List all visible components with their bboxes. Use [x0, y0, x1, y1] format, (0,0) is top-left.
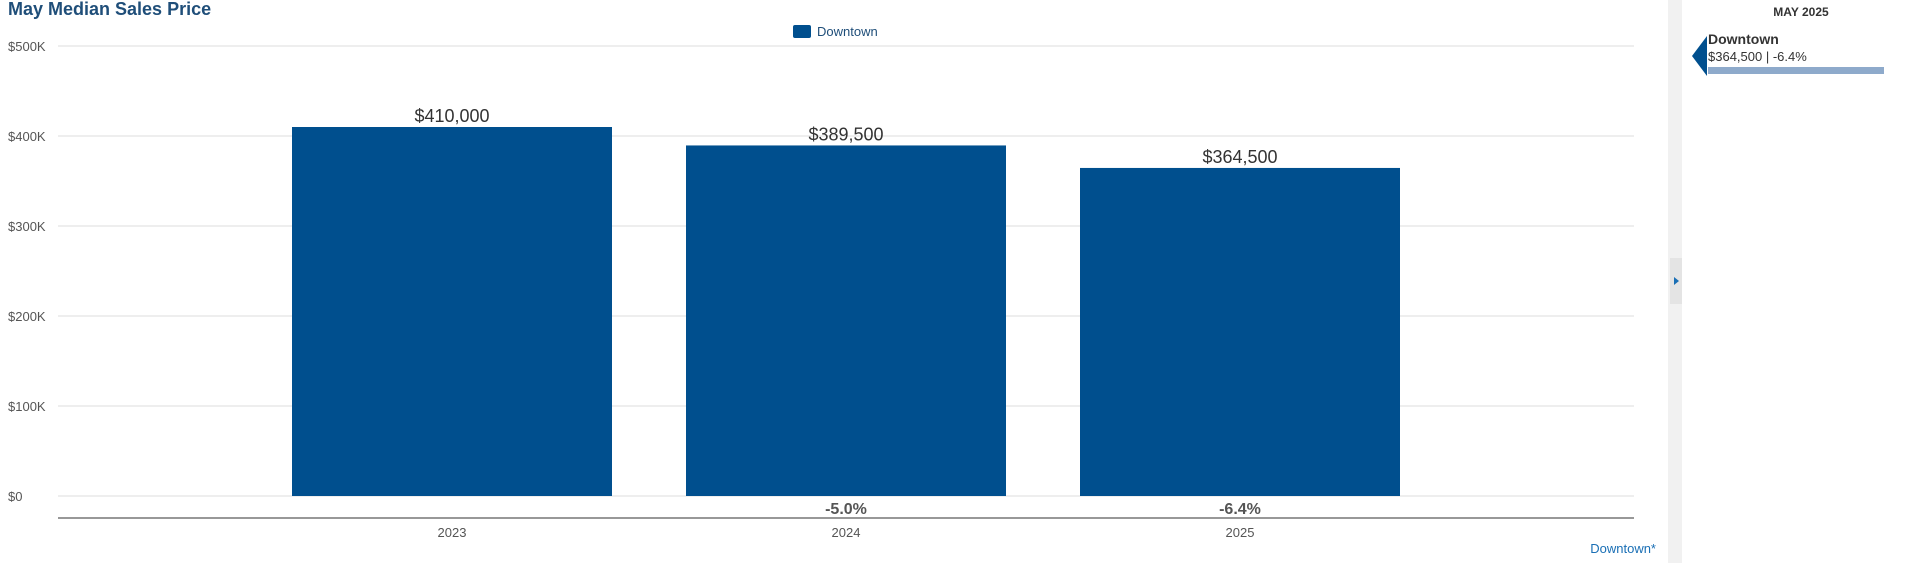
y-tick-label: $500K [8, 39, 46, 54]
y-tick-label: $200K [8, 309, 46, 324]
x-tick-label: 2023 [438, 525, 467, 540]
side-panel-entry[interactable]: Downtown $364,500 | -6.4% [1682, 30, 1920, 78]
side-panel-entry-value: $364,500 | -6.4% [1708, 49, 1807, 64]
side-panel-entry-name: Downtown [1708, 31, 1779, 47]
x-tick-label: 2025 [1226, 525, 1255, 540]
legend-label[interactable]: Downtown [817, 24, 878, 39]
bar[interactable] [1080, 167, 1400, 496]
side-panel-period: MAY 2025 [1773, 5, 1829, 19]
pointer-arrow-icon [1692, 36, 1707, 76]
bar[interactable] [292, 127, 612, 496]
bar-change-label: -6.4% [1219, 501, 1261, 518]
bar-chart: $0 $100K $200K $300K $400K $500K Downtown $410,… [8, 24, 1634, 540]
bar-value-label: $389,500 [808, 124, 883, 144]
y-tick-label: $400K [8, 129, 46, 144]
bar-change-label: -5.0% [825, 501, 867, 518]
bar-value-label: $410,000 [414, 106, 489, 126]
legend-swatch[interactable] [793, 25, 811, 38]
side-panel-entry-bar [1708, 67, 1884, 74]
collapse-panel-handle[interactable] [1670, 258, 1682, 304]
y-tick-label: $0 [8, 489, 22, 504]
bar-value-label: $364,500 [1202, 147, 1277, 167]
footnote-link[interactable]: Downtown* [1590, 541, 1656, 556]
y-tick-label: $100K [8, 399, 46, 414]
x-tick-label: 2024 [832, 525, 861, 540]
chart-title: May Median Sales Price [8, 0, 212, 19]
bar[interactable] [686, 145, 1006, 496]
y-tick-label: $300K [8, 219, 46, 234]
side-panel: MAY 2025 Downtown $364,500 | -6.4% [1682, 0, 1920, 563]
chevron-right-icon [1674, 277, 1679, 285]
